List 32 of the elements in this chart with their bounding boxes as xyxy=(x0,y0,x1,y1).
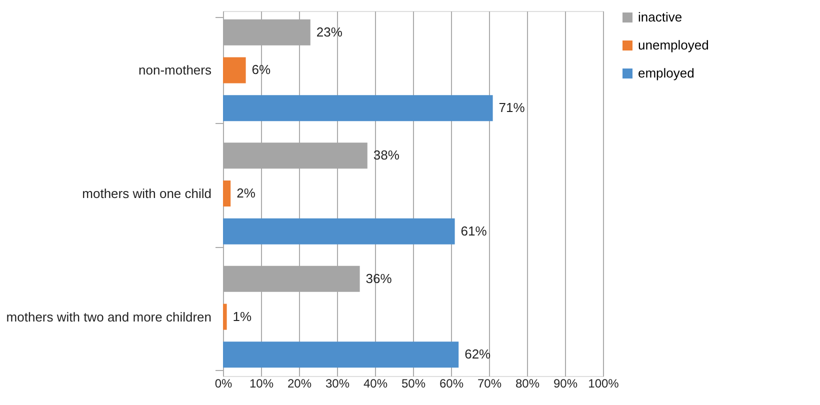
bar xyxy=(223,304,227,330)
data-label: 36% xyxy=(366,270,392,286)
x-tick-label: 50% xyxy=(401,376,426,390)
x-tick-label: 90% xyxy=(553,376,578,390)
data-label: 2% xyxy=(236,186,256,200)
bar xyxy=(223,57,246,84)
data-label: 6% xyxy=(252,62,272,78)
bar xyxy=(223,218,455,244)
legend-label: inactive xyxy=(638,10,682,24)
x-tick-label: 60% xyxy=(439,376,464,390)
x-tick-label: 0% xyxy=(214,376,232,390)
data-label: 38% xyxy=(373,148,400,163)
x-tick-label: 100% xyxy=(588,376,620,390)
legend-label: employed xyxy=(638,66,694,80)
data-label: 1% xyxy=(232,308,252,324)
legend-label: unemployed xyxy=(638,38,709,52)
data-label: 62% xyxy=(464,346,492,362)
x-tick-label: 80% xyxy=(515,376,540,390)
bar xyxy=(223,342,459,368)
data-label: 23% xyxy=(316,24,343,40)
bar xyxy=(223,180,231,206)
data-label: 71% xyxy=(498,100,526,116)
x-tick-label: 40% xyxy=(363,376,388,390)
bar xyxy=(223,95,493,122)
data-label: 61% xyxy=(460,223,488,238)
y-tick-label: non-mothers xyxy=(138,62,212,78)
x-tick-label: 70% xyxy=(477,376,502,390)
y-tick-label: mothers with one child xyxy=(82,186,212,201)
x-tick-label: 10% xyxy=(249,376,274,390)
x-tick-label: 30% xyxy=(325,376,350,390)
y-tick-label: mothers with two and more children xyxy=(6,309,212,324)
x-tick-label: 20% xyxy=(287,376,312,390)
